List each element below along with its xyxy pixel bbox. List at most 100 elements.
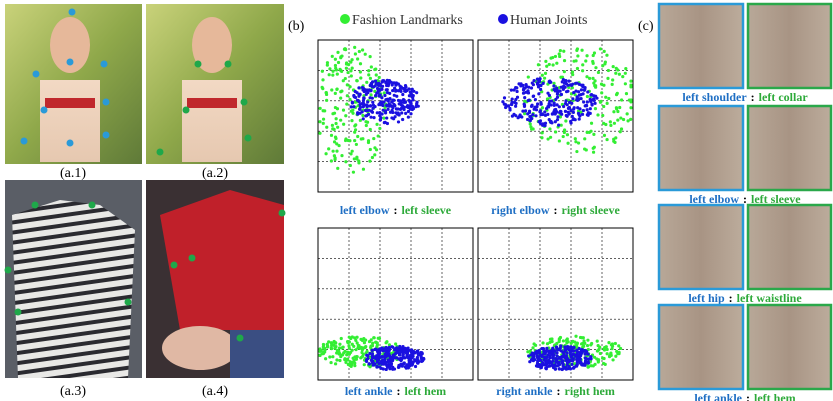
point-decoration <box>600 91 604 95</box>
point-decoration <box>413 364 418 369</box>
point-decoration <box>332 140 337 144</box>
point-decoration <box>407 87 411 91</box>
point-decoration <box>331 69 335 73</box>
point-decoration <box>415 349 419 354</box>
point-decoration <box>362 341 367 345</box>
point-decoration <box>325 61 330 65</box>
panel-label: (b) <box>288 19 305 34</box>
point-decoration <box>371 100 375 104</box>
point-decoration <box>562 104 566 109</box>
point-decoration <box>394 342 398 346</box>
point-decoration <box>602 133 607 138</box>
point-decoration <box>552 103 556 107</box>
point-decoration <box>396 120 401 124</box>
point-decoration <box>580 362 584 366</box>
photo <box>146 180 286 378</box>
point-decoration <box>534 364 539 368</box>
point-decoration <box>560 112 564 116</box>
point-decoration <box>405 352 410 356</box>
point-decoration <box>333 362 338 366</box>
point-decoration <box>586 365 590 369</box>
point-decoration <box>605 352 609 356</box>
point-decoration <box>543 123 547 128</box>
point-decoration <box>540 136 544 140</box>
point-decoration <box>589 357 593 361</box>
point-decoration <box>531 127 535 131</box>
point-decoration <box>381 359 386 363</box>
point-decoration <box>558 54 562 59</box>
point-decoration <box>586 90 590 94</box>
point-decoration <box>615 349 619 354</box>
point-decoration <box>344 62 349 66</box>
point-decoration <box>525 117 530 122</box>
point-decoration <box>609 351 613 355</box>
point-decoration <box>545 362 549 366</box>
point-decoration <box>524 90 528 94</box>
point-decoration <box>380 80 384 84</box>
point-decoration <box>574 140 578 144</box>
point-decoration <box>547 349 551 354</box>
point-decoration <box>361 137 365 141</box>
point-decoration <box>509 88 513 92</box>
point-decoration <box>354 338 358 343</box>
point-decoration <box>404 111 408 115</box>
point-decoration <box>596 70 601 75</box>
point-decoration <box>335 107 340 111</box>
point-decoration <box>591 76 595 81</box>
point-decoration <box>564 113 568 118</box>
point-decoration <box>605 101 609 105</box>
point-decoration <box>355 79 359 83</box>
separator: : <box>743 192 747 206</box>
point-decoration <box>578 353 582 357</box>
point-decoration <box>547 101 551 106</box>
point-decoration <box>550 339 554 344</box>
point-decoration <box>356 343 360 348</box>
point-decoration <box>560 367 564 372</box>
point-decoration <box>521 109 525 113</box>
point-decoration <box>411 93 415 98</box>
point-decoration <box>370 352 375 356</box>
point-decoration <box>592 94 596 98</box>
point-decoration <box>583 362 587 366</box>
point-decoration <box>554 345 559 349</box>
point-decoration <box>396 365 401 369</box>
point-decoration <box>577 93 581 97</box>
point-decoration <box>319 348 323 353</box>
point-decoration <box>344 114 348 118</box>
point-decoration <box>523 109 528 113</box>
point-decoration <box>335 358 339 362</box>
point-decoration <box>623 82 627 86</box>
point-decoration <box>539 113 543 117</box>
point-decoration <box>605 347 609 352</box>
point-decoration <box>555 103 559 107</box>
point-decoration <box>584 358 588 363</box>
point-decoration <box>328 67 332 71</box>
point-decoration <box>349 105 353 109</box>
point-decoration <box>388 97 392 101</box>
point-decoration <box>537 364 541 369</box>
point-decoration <box>344 66 348 70</box>
point-decoration <box>358 118 362 122</box>
point-decoration <box>546 104 550 109</box>
point-decoration <box>561 350 565 354</box>
point-decoration <box>385 98 390 102</box>
point-decoration <box>629 117 633 121</box>
point-decoration <box>346 357 350 361</box>
point-decoration <box>395 348 399 352</box>
point-decoration <box>583 352 587 356</box>
point-decoration <box>401 92 405 97</box>
point-decoration <box>321 121 325 125</box>
point-decoration <box>551 365 556 370</box>
point-decoration <box>398 344 402 349</box>
point-decoration <box>607 96 611 101</box>
point-decoration <box>585 104 589 108</box>
point-decoration <box>384 345 388 350</box>
point-decoration <box>571 82 575 86</box>
point-decoration <box>602 121 606 125</box>
point-decoration <box>320 69 324 73</box>
point-decoration <box>602 104 606 109</box>
point-decoration <box>326 344 330 348</box>
point-decoration <box>580 112 585 116</box>
joint-name: right ankle <box>496 384 553 398</box>
point-decoration <box>523 96 527 100</box>
